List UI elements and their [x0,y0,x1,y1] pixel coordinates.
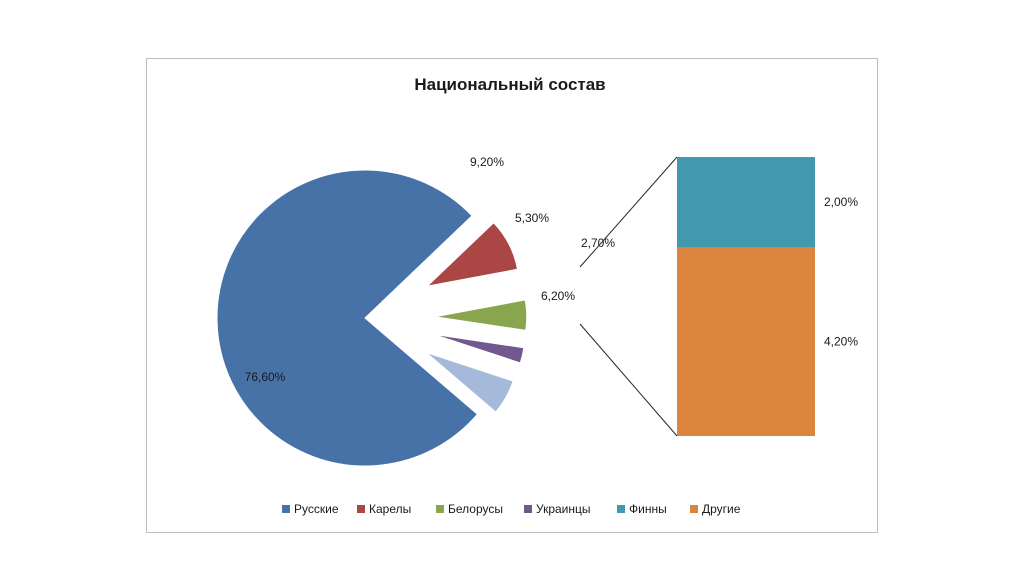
legend-swatch [617,505,625,513]
bar-segment-label: 4,20% [824,335,858,349]
pie-slice-label: 76,60% [245,370,286,384]
pie-slice-label: 5,30% [515,211,549,225]
pie-slice-Карелы [425,222,519,287]
legend-label: Русские [294,502,339,516]
legend-entry: Русские [282,502,339,516]
legend-label: Финны [629,502,667,516]
bar-segment-label: 2,00% [824,195,858,209]
pie-slice-label: 2,70% [581,236,615,250]
legend-label: Карелы [369,502,411,516]
legend-entry: Другие [690,502,741,516]
legend-swatch [282,505,290,513]
bar-segment-Финны [677,157,815,247]
pie-slice-other [425,351,514,413]
chart-title: Национальный состав [414,75,605,94]
connector-line-bottom [579,323,678,437]
legend-swatch [524,505,532,513]
legend-entry: Финны [617,502,667,516]
legend-label: Белорусы [448,502,503,516]
legend-swatch [357,505,365,513]
pie-group: 76,60% 9,20% 5,30% 2,70% 6,20% [216,155,615,467]
pie-slice-Русские [216,169,479,467]
pie-slice-Украинцы [432,333,525,364]
legend-entry: Украинцы [524,502,591,516]
legend-swatch [690,505,698,513]
pie-slice-label: 9,20% [470,155,504,169]
bar-segment-Другие [677,247,815,436]
legend-entry: Карелы [357,502,411,516]
legend-label: Украинцы [536,502,591,516]
legend-entry: Белорусы [436,502,503,516]
stacked-bar: 2,00% 4,20% [579,156,858,437]
pie-slice-label: 6,20% [541,289,575,303]
legend-swatch [436,505,444,513]
connector-line-top [579,156,678,268]
pie-slice-Белорусы [434,299,528,331]
legend-label: Другие [702,502,741,516]
legend: Русские Карелы Белорусы Украинцы Финны Другие [282,502,741,516]
